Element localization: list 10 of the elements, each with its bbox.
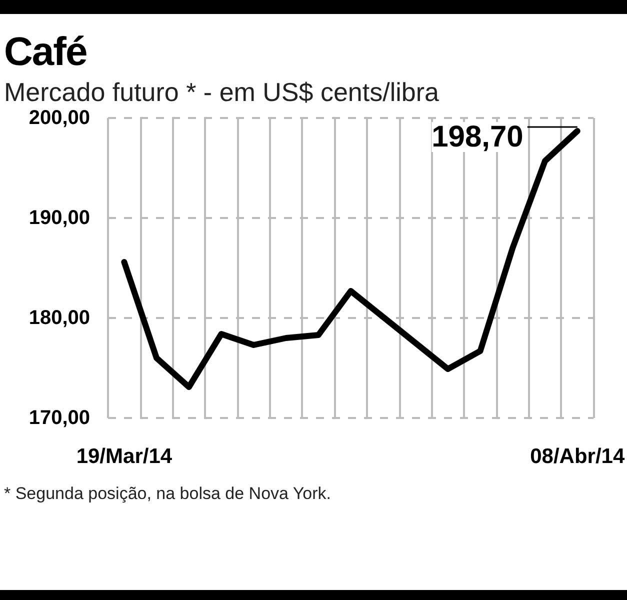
- y-tick-label: 180,00: [28, 307, 90, 329]
- y-tick-label: 200,00: [28, 107, 90, 129]
- chart-subtitle: Mercado futuro * - em US$ cents/libra: [4, 77, 440, 108]
- y-tick-label: 190,00: [28, 207, 90, 229]
- chart-title: Café: [4, 30, 88, 75]
- y-tick-label: 170,00: [28, 407, 90, 429]
- text: * Segunda posição, na bolsa de Nova York.: [4, 484, 332, 504]
- x-tick-label: 08/Abr/14: [530, 445, 625, 468]
- annotation: 198,70: [432, 120, 524, 154]
- x-tick-label: 19/Mar/14: [76, 445, 172, 468]
